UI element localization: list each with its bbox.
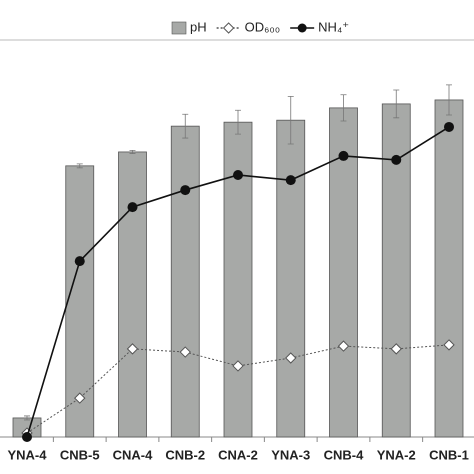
x-tick-label: CNB-5 <box>60 447 100 462</box>
marker <box>285 352 297 364</box>
marker <box>390 343 402 355</box>
legend-label: NH₄⁺ <box>318 19 349 34</box>
legend-swatch <box>171 21 187 35</box>
x-tick-label: CNB-2 <box>165 447 205 462</box>
legend-marker <box>222 22 235 34</box>
x-tick-label: CNA-4 <box>113 447 153 462</box>
x-tick-label: CNA-2 <box>218 447 258 462</box>
error-bar <box>24 415 30 421</box>
error-bar <box>287 95 294 145</box>
marker <box>443 339 455 351</box>
error-bar <box>182 113 189 139</box>
x-tick-label: YNA-4 <box>7 447 47 462</box>
x-tick-label: YNA-2 <box>377 447 416 462</box>
legend-label: OD₆₀₀ <box>245 19 281 34</box>
marker <box>126 343 139 355</box>
error-bar <box>446 84 452 116</box>
error-bar <box>393 89 400 119</box>
line <box>26 344 450 434</box>
bar <box>170 125 200 438</box>
bar <box>223 121 253 438</box>
marker <box>179 346 191 358</box>
marker <box>391 154 402 165</box>
marker <box>74 392 86 404</box>
marker <box>127 202 138 213</box>
marker <box>233 169 243 180</box>
marker <box>444 121 454 132</box>
legend-marker <box>297 23 307 33</box>
legend-label: pH <box>190 19 207 34</box>
error-bar <box>76 163 83 169</box>
marker <box>22 432 32 442</box>
bar <box>118 151 147 438</box>
bar <box>65 165 95 438</box>
x-tick-label: CNB-1 <box>429 447 469 462</box>
error-bar <box>129 149 136 154</box>
marker <box>337 340 350 352</box>
marker <box>180 185 191 196</box>
marker <box>285 175 296 186</box>
marker <box>74 256 85 267</box>
marker <box>232 360 244 372</box>
x-tick-label: CNB-4 <box>324 447 364 462</box>
marker <box>338 150 349 161</box>
bar <box>329 107 358 438</box>
bar <box>434 99 464 438</box>
error-bar <box>340 94 347 122</box>
bar <box>276 119 306 438</box>
x-tick-label: YNA-3 <box>271 447 310 462</box>
error-bar <box>235 109 241 135</box>
